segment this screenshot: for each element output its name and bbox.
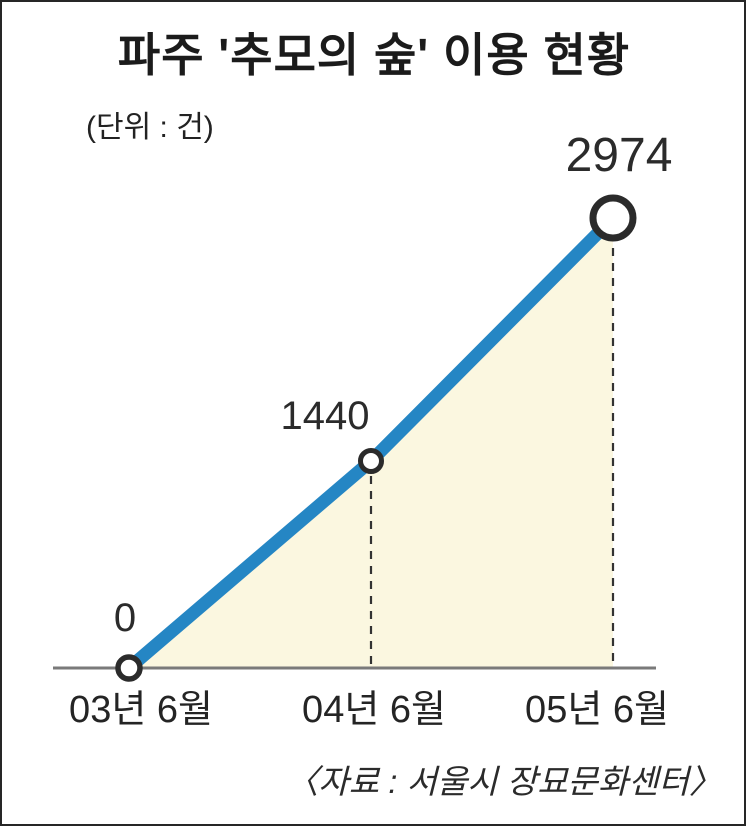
data-point-marker-2003 [115, 654, 143, 682]
unit-label: (단위 : 건) [86, 111, 214, 144]
x-axis-label-2003: 03년 6월 [69, 689, 213, 731]
x-axis-label-2004: 04년 6월 [302, 689, 446, 731]
value-label-2005: 2974 [565, 129, 673, 182]
value-label-2004: 1440 [280, 394, 370, 438]
value-label-2003: 0 [113, 596, 137, 640]
data-point-marker-2005 [589, 194, 637, 242]
data-point-marker-2004 [358, 448, 384, 474]
x-axis-label-2005: 05년 6월 [525, 689, 669, 731]
chart-title: 파주 '추모의 숲' 이용 현황 [117, 29, 631, 81]
area-under-line [129, 218, 613, 668]
source-note: 〈자료 : 서울시 장묘문화센터〉 [285, 763, 722, 800]
